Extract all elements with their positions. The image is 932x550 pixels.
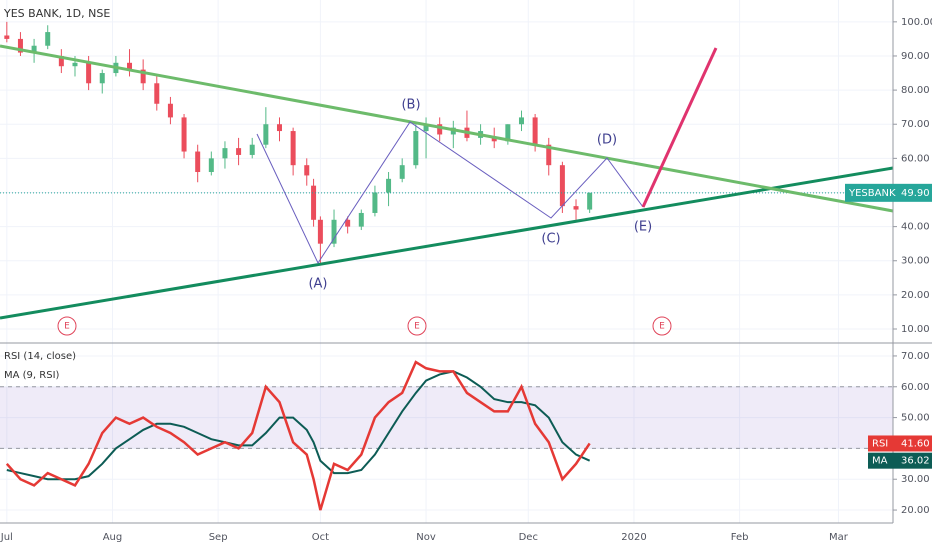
y-tick-label: 20.00 [901,290,930,301]
x-tick-label: 2020 [621,532,646,543]
candle-body [345,219,351,227]
y-tick-label: 80.00 [901,85,930,96]
projection-line [641,47,718,208]
x-tick-label: Aug [103,532,123,543]
y-tick-label: 60.00 [901,382,930,393]
candle-body [437,124,443,135]
y-tick-label: 90.00 [901,51,930,62]
support-trendline [0,166,894,320]
indicator-line [5,360,591,511]
candle-body [304,165,310,176]
x-tick-label: Oct [312,532,329,543]
candle-body [263,124,269,145]
candle-body [587,192,593,210]
candle-body [276,124,282,132]
candle-body [311,185,317,220]
y-tick-label: 60.00 [901,153,930,164]
earnings-label: E [414,322,420,332]
wave-label: (B) [401,98,420,113]
y-tick-label: 40.00 [901,222,930,233]
candle-body [290,131,296,166]
x-tick-label: Mar [829,532,849,543]
candle-body [222,148,228,159]
candle-body [31,45,37,53]
y-tick-label: 70.00 [901,119,930,130]
wave-label: (C) [541,232,560,247]
earnings-label: E [659,322,665,332]
last-value-box [868,452,932,469]
candle-body [127,62,133,70]
candle-body [372,192,378,213]
y-tick-label: 100.00 [901,17,932,28]
symbol-label: YESBANK [848,188,896,199]
legend-entry: RSI (14, close) [4,351,76,362]
candle-body [413,131,419,166]
x-tick-label: Feb [731,532,749,543]
candle-body [399,165,405,179]
candle-body [331,219,337,244]
indicator-line [6,370,591,481]
candle-body [154,83,160,104]
candle-body [491,137,497,142]
candle-body [86,62,92,84]
wave-label: (A) [308,277,327,292]
y-tick-label: 30.00 [901,474,930,485]
candle-body [573,206,579,210]
chart-title: YES BANK, 1D, NSE [3,7,110,20]
candle-body [195,151,201,173]
rsi-band [0,386,893,449]
y-tick-label: 70.00 [901,351,930,362]
candle-body [140,69,146,84]
last-price-box [845,183,932,202]
candle-body [167,103,173,118]
candle-body [181,117,187,152]
last-value-label: 41.60 [901,438,930,449]
legend-entry: MA (9, RSI) [4,370,60,381]
candle-body [4,35,10,39]
candle-body [317,219,323,244]
candle-body [546,144,552,166]
earnings-marker[interactable]: E [57,316,77,336]
last-value-label: 36.02 [901,456,930,467]
last-price-label: 49.90 [901,188,930,199]
y-tick-label: 30.00 [901,256,930,267]
wave-label: (D) [597,133,617,148]
candle-body [532,117,538,145]
candle-body [358,212,364,227]
candle-body [386,178,392,193]
candle-body [249,144,255,155]
x-tick-label: Sep [209,532,228,543]
earnings-marker[interactable]: E [652,316,672,336]
wave-label: (E) [634,220,652,235]
last-value-box [868,435,932,452]
candle-body [99,73,105,84]
candle-body [58,55,64,67]
candle-body [559,165,565,207]
y-tick-label: 10.00 [901,324,930,335]
candle-body [518,117,524,125]
earnings-label: E [64,322,70,332]
x-tick-label: Jul [0,532,13,543]
candle-body [17,38,23,53]
series-short-label: RSI [872,438,888,449]
candle-body [423,124,429,132]
y-tick-label: 50.00 [901,413,930,424]
candle-body [72,62,78,67]
x-tick-label: Dec [519,532,538,543]
wave-path [256,121,644,265]
candle-body [208,158,214,173]
resistance-trendline [0,44,894,213]
earnings-marker[interactable]: E [407,316,427,336]
candle-body [236,148,242,155]
series-short-label: MA [872,456,888,467]
x-tick-label: Nov [416,532,436,543]
y-tick-label: 20.00 [901,505,930,516]
candle-body [45,32,51,46]
candle-body [505,124,511,142]
